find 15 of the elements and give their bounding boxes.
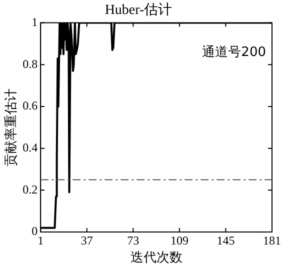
y-tick-label: 0	[32, 224, 38, 238]
x-tick-label: 109	[170, 233, 188, 248]
y-axis-title: 贡献率重估计	[3, 88, 20, 166]
annotation: 通道号200	[202, 45, 266, 60]
y-tick-label: 0.2	[22, 182, 38, 196]
x-tick-label: 145	[216, 233, 235, 248]
y-tick-label: 0.4	[22, 140, 38, 154]
x-tick-label: 37	[80, 233, 93, 248]
y-tick-label: 0.8	[22, 56, 38, 71]
x-axis-title: 迭代次数	[130, 250, 182, 266]
x-tick-label: 73	[127, 233, 140, 248]
y-tick-label: 1	[32, 14, 38, 29]
chart-title: Huber-估计	[104, 2, 172, 18]
y-tick-label: 0.6	[22, 98, 38, 113]
x-tick-label: 181	[263, 233, 281, 248]
